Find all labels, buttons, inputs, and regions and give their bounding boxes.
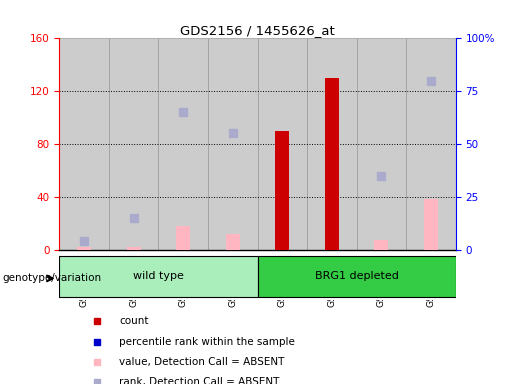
Title: GDS2156 / 1455626_at: GDS2156 / 1455626_at bbox=[180, 24, 335, 37]
Bar bbox=[176, 226, 190, 250]
Bar bbox=[109, 38, 158, 250]
Bar bbox=[258, 38, 307, 250]
Bar bbox=[59, 38, 109, 250]
Bar bbox=[406, 38, 456, 250]
Bar bbox=[127, 247, 141, 250]
Bar bbox=[59, 256, 258, 297]
Text: percentile rank within the sample: percentile rank within the sample bbox=[119, 337, 296, 347]
Text: BRG1 depleted: BRG1 depleted bbox=[315, 271, 399, 281]
Bar bbox=[208, 38, 258, 250]
Bar bbox=[276, 131, 289, 250]
Text: rank, Detection Call = ABSENT: rank, Detection Call = ABSENT bbox=[119, 377, 280, 384]
Text: count: count bbox=[119, 316, 149, 326]
Bar bbox=[226, 234, 239, 250]
Text: genotype/variation: genotype/variation bbox=[3, 273, 101, 283]
Text: value, Detection Call = ABSENT: value, Detection Call = ABSENT bbox=[119, 358, 285, 367]
Text: wild type: wild type bbox=[133, 271, 184, 281]
Bar bbox=[325, 78, 339, 250]
Bar bbox=[158, 38, 208, 250]
Bar bbox=[307, 38, 356, 250]
Bar bbox=[356, 38, 406, 250]
Bar bbox=[77, 247, 91, 250]
Bar bbox=[258, 256, 456, 297]
Bar bbox=[424, 199, 438, 250]
Bar bbox=[374, 240, 388, 250]
